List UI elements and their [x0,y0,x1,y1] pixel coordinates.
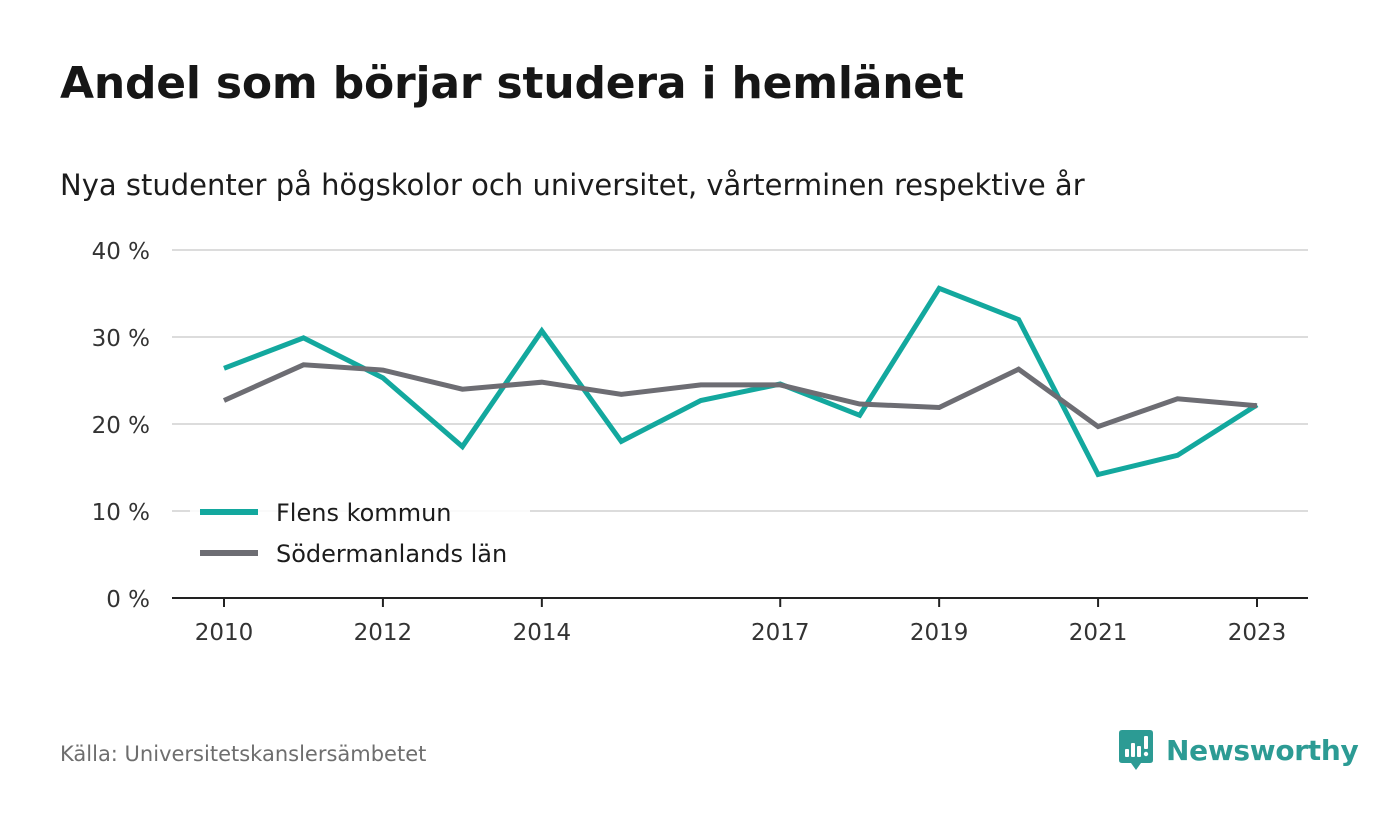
source-note: Källa: Universitetskanslersämbetet [60,742,427,766]
y-axis-ticks: 0 % 10 % 20 % 30 % 40 % [92,239,150,613]
legend-label: Flens kommun [276,499,452,527]
x-tick-label: 2010 [195,620,254,646]
legend: Flens kommun Södermanlands län [190,490,530,578]
legend-label: Södermanlands län [276,540,507,568]
chart-title: Andel som börjar studera i hemlänet [60,58,964,109]
newsworthy-logo-icon [1119,730,1153,770]
y-tick-label: 40 % [92,239,150,265]
y-tick-label: 10 % [92,500,150,526]
x-axis-ticks: 2010 2012 2014 2017 2019 2021 2023 [195,598,1287,646]
y-tick-label: 0 % [106,587,150,613]
x-tick-label: 2014 [513,620,572,646]
x-tick-label: 2023 [1228,620,1287,646]
y-tick-label: 20 % [92,413,150,439]
brand-name: Newsworthy [1166,733,1359,767]
series-line [223,285,1259,478]
x-tick-label: 2012 [354,620,413,646]
x-tick-label: 2019 [910,620,969,646]
brand-logo: Newsworthy [1118,728,1359,772]
gridlines [172,249,1308,512]
chart-subtitle: Nya studenter på högskolor och universit… [60,168,1085,202]
y-tick-label: 30 % [92,326,150,352]
legend-background [190,490,530,578]
series-lines [222,285,1259,478]
x-tick-label: 2021 [1069,620,1128,646]
line-chart: 0 % 10 % 20 % 30 % 40 % 2010 2012 2014 2017 2019… [92,239,1308,646]
x-tick-label: 2017 [751,620,810,646]
series-line [222,362,1258,430]
